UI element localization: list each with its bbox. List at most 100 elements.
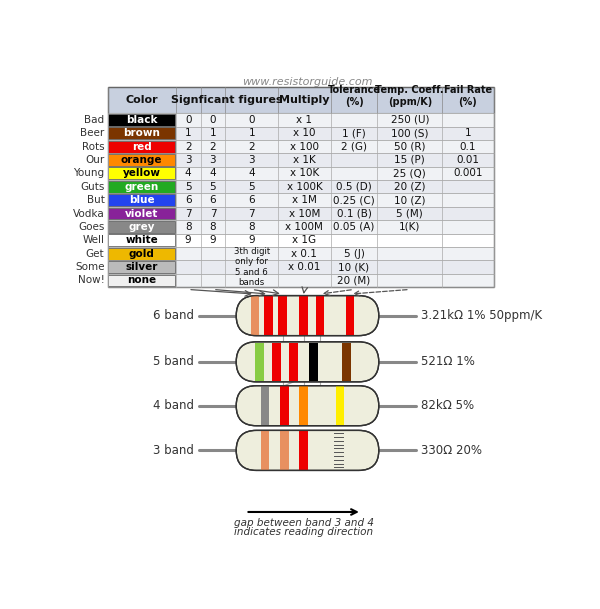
Text: 6 band: 6 band — [154, 309, 194, 322]
Bar — [109, 167, 175, 179]
Bar — [260, 431, 269, 470]
Bar — [299, 387, 308, 425]
Text: 8: 8 — [209, 222, 216, 232]
Text: 1: 1 — [185, 128, 191, 138]
Text: Fail Rate
(%): Fail Rate (%) — [444, 85, 492, 107]
Text: 25 (Q): 25 (Q) — [394, 168, 426, 178]
Text: x 10: x 10 — [293, 128, 316, 138]
Text: 1: 1 — [209, 128, 216, 138]
Text: 4: 4 — [248, 168, 255, 178]
Text: red: red — [132, 141, 152, 152]
Bar — [107, 180, 493, 194]
Text: x 1: x 1 — [296, 115, 313, 125]
Text: 5: 5 — [185, 181, 191, 192]
Text: 50 (R): 50 (R) — [394, 141, 425, 152]
Bar — [109, 127, 175, 139]
Text: 2 (G): 2 (G) — [341, 141, 367, 152]
Bar — [109, 141, 175, 152]
Text: x 0.01: x 0.01 — [288, 262, 320, 272]
Text: 330Ω 20%: 330Ω 20% — [421, 444, 482, 457]
Text: x 0.1: x 0.1 — [292, 248, 317, 259]
Bar — [280, 387, 289, 425]
Text: x 100M: x 100M — [286, 222, 323, 232]
Bar — [109, 275, 175, 286]
Text: 250 (U): 250 (U) — [391, 115, 429, 125]
Text: 0.25 (C): 0.25 (C) — [333, 195, 375, 205]
Text: 3th digit
only for
5 and 6
bands: 3th digit only for 5 and 6 bands — [233, 247, 270, 287]
Text: Guts: Guts — [80, 181, 104, 192]
Text: white: white — [125, 235, 158, 245]
Bar — [346, 297, 355, 335]
Text: 7: 7 — [248, 208, 255, 219]
Text: 1: 1 — [248, 128, 255, 138]
Bar — [109, 194, 175, 206]
Bar — [107, 140, 493, 153]
Bar — [310, 343, 318, 381]
Text: 0.5 (D): 0.5 (D) — [336, 181, 372, 192]
Text: 0.05 (A): 0.05 (A) — [334, 222, 374, 232]
Text: x 1K: x 1K — [293, 155, 316, 165]
Bar — [299, 431, 308, 470]
Text: violet: violet — [125, 208, 158, 219]
Text: 6: 6 — [209, 195, 216, 205]
Text: 5 band: 5 band — [154, 355, 194, 368]
Text: silver: silver — [125, 262, 158, 272]
Text: 1: 1 — [464, 128, 471, 138]
Text: gold: gold — [129, 248, 155, 259]
Text: 8: 8 — [248, 222, 255, 232]
Text: 2: 2 — [209, 141, 216, 152]
Text: none: none — [127, 275, 156, 286]
Text: 5 (J): 5 (J) — [344, 248, 364, 259]
Bar — [280, 431, 289, 470]
FancyBboxPatch shape — [236, 295, 379, 336]
Bar — [107, 194, 493, 207]
Text: Rots: Rots — [82, 141, 104, 152]
Text: x 1G: x 1G — [292, 235, 316, 245]
Bar — [107, 234, 493, 247]
FancyBboxPatch shape — [236, 342, 379, 382]
Bar — [107, 167, 493, 180]
Bar — [342, 343, 350, 381]
Bar — [107, 220, 493, 234]
Bar — [107, 127, 493, 140]
Text: 0: 0 — [248, 115, 255, 125]
Text: 7: 7 — [185, 208, 191, 219]
Text: 3: 3 — [248, 155, 255, 165]
Text: 3: 3 — [185, 155, 191, 165]
Bar — [316, 297, 324, 335]
Text: 4 band: 4 band — [154, 400, 194, 412]
Text: Vodka: Vodka — [73, 208, 104, 219]
Bar — [109, 208, 175, 219]
Text: Get: Get — [86, 248, 104, 259]
Text: 2: 2 — [248, 141, 255, 152]
Bar — [109, 221, 175, 233]
Text: orange: orange — [121, 155, 163, 165]
Text: www.resistorguide.com: www.resistorguide.com — [242, 77, 373, 87]
Bar — [109, 181, 175, 192]
Text: 0.01: 0.01 — [457, 155, 479, 165]
Text: 521Ω 1%: 521Ω 1% — [421, 355, 475, 368]
Bar — [109, 234, 175, 246]
Bar — [107, 207, 493, 220]
Text: Goes: Goes — [78, 222, 104, 232]
Bar — [107, 261, 493, 274]
Text: indicates reading direction: indicates reading direction — [234, 527, 373, 537]
Text: Tolerance
(%): Tolerance (%) — [328, 85, 380, 107]
Text: x 1M: x 1M — [292, 195, 317, 205]
Text: grey: grey — [128, 222, 155, 232]
Text: 3.21kΩ 1% 50ppm/K: 3.21kΩ 1% 50ppm/K — [421, 309, 542, 322]
Text: 10 (Z): 10 (Z) — [394, 195, 425, 205]
Text: 5 (M): 5 (M) — [397, 208, 423, 219]
Text: brown: brown — [123, 128, 160, 138]
Bar — [107, 153, 493, 167]
Text: 3: 3 — [209, 155, 216, 165]
Text: 3 band: 3 band — [154, 444, 194, 457]
Text: Color: Color — [125, 95, 158, 105]
FancyBboxPatch shape — [236, 385, 379, 426]
Text: 7: 7 — [209, 208, 216, 219]
Text: 9: 9 — [209, 235, 216, 245]
Bar — [272, 343, 281, 381]
Bar — [299, 297, 308, 335]
Bar — [107, 87, 493, 113]
Bar — [336, 387, 344, 425]
